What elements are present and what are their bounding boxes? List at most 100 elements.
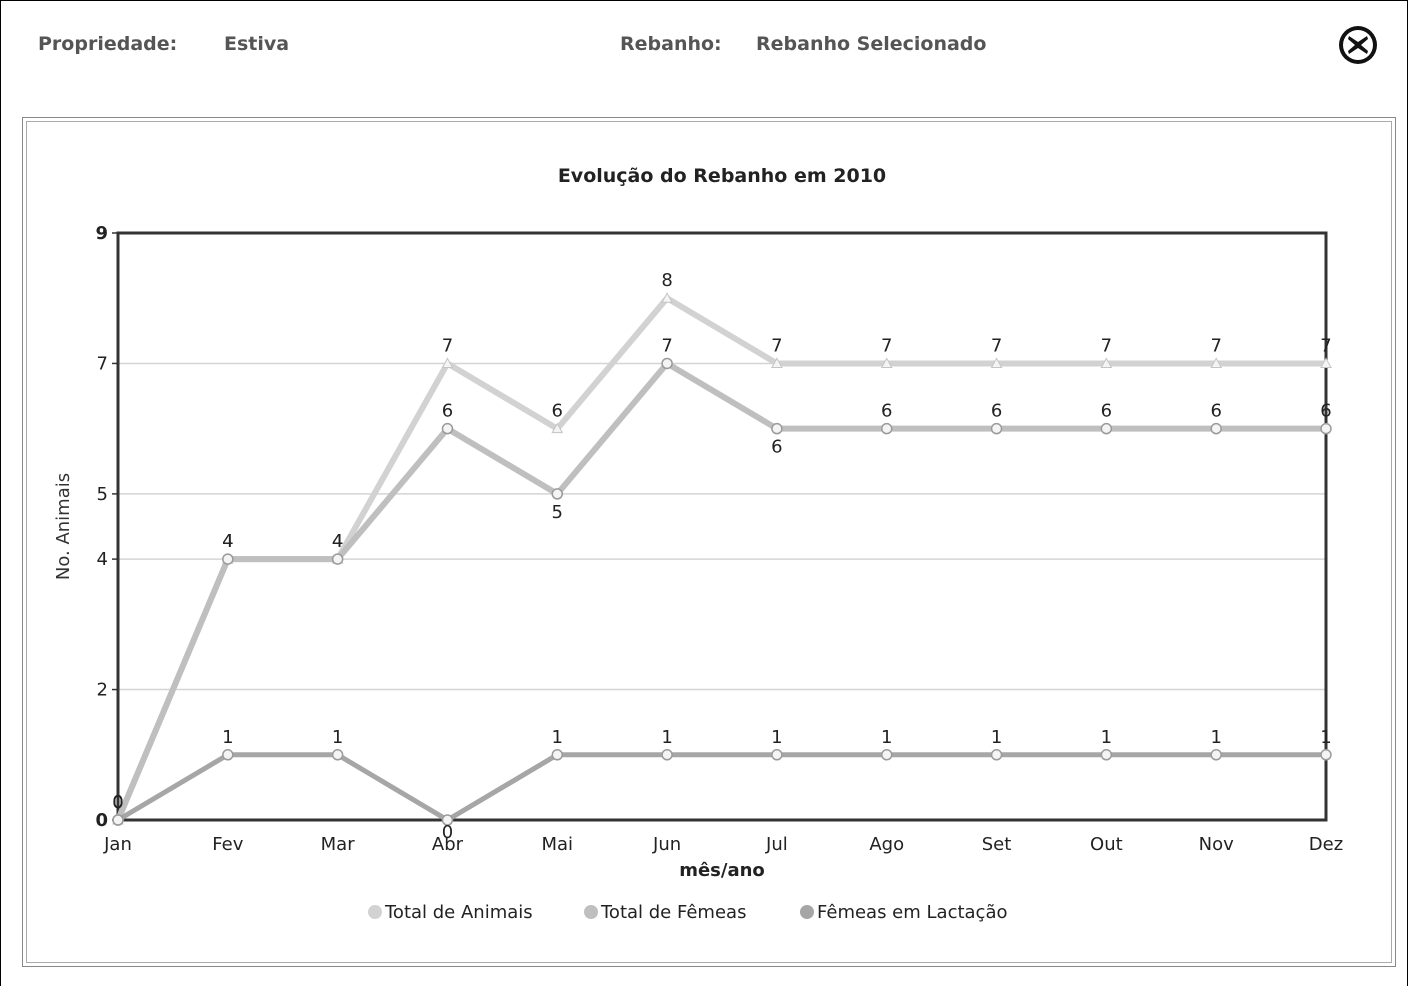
data-label: 7 — [1101, 335, 1112, 356]
data-label: 7 — [1320, 335, 1331, 356]
data-point — [1100, 357, 1113, 368]
data-label: 7 — [442, 335, 453, 356]
data-point — [441, 814, 454, 826]
data-point — [1320, 422, 1332, 435]
data-label: 6 — [442, 401, 453, 422]
data-point — [880, 357, 893, 368]
legend-label: Total de Animais — [384, 902, 533, 923]
data-label: 0 — [112, 792, 123, 813]
data-point — [771, 422, 783, 435]
data-label: 1 — [771, 727, 782, 748]
data-label: 7 — [1210, 335, 1221, 356]
x-tick-label: Fev — [212, 834, 243, 855]
data-point — [1320, 357, 1332, 368]
x-axis-label: mês/ano — [679, 860, 765, 881]
data-point — [661, 749, 673, 761]
chart-title: Evolução do Rebanho em 2010 — [558, 165, 886, 187]
data-label: 6 — [1320, 401, 1331, 422]
data-label: 1 — [332, 727, 343, 748]
data-label: 4 — [332, 531, 343, 552]
data-point — [990, 749, 1003, 761]
data-label: 4 — [222, 531, 233, 552]
propriedade-label: Propriedade: — [38, 33, 178, 55]
chart-panel: Evolução do Rebanho em 2010 0 2 4 5 7 9 Jan Fev M… — [22, 117, 1396, 967]
data-point — [1210, 749, 1222, 761]
data-label: 6 — [1210, 401, 1221, 422]
data-point — [990, 357, 1003, 368]
data-point — [661, 357, 673, 370]
data-point — [880, 749, 893, 761]
x-tick-label: Jul — [765, 834, 788, 855]
data-point — [1100, 422, 1113, 435]
data-point — [441, 422, 454, 435]
data-point — [441, 357, 454, 368]
x-tick-label: Dez — [1309, 834, 1343, 855]
data-label: 0 — [442, 822, 453, 843]
rebanho-label: Rebanho: — [620, 33, 722, 55]
x-tick-label: Nov — [1199, 834, 1234, 855]
data-label: 7 — [771, 335, 782, 356]
close-button[interactable] — [1334, 23, 1382, 67]
series-line — [115, 360, 1326, 822]
data-point — [551, 749, 564, 761]
plot-area — [116, 231, 1328, 822]
data-label: 1 — [661, 727, 672, 748]
data-label: 5 — [552, 502, 563, 523]
data-label: 0 — [112, 792, 123, 813]
y-tick-label: 7 — [97, 353, 108, 374]
x-tick-label: Jan — [103, 834, 132, 855]
data-point — [222, 553, 234, 565]
x-tick-label: Jun — [652, 834, 681, 855]
data-label: 6 — [991, 401, 1002, 422]
data-label: 6 — [771, 437, 782, 458]
data-point — [112, 814, 124, 826]
data-label: 1 — [1320, 727, 1331, 748]
data-point — [331, 553, 344, 565]
close-icon — [1339, 26, 1377, 64]
propriedade-value: Estiva — [224, 33, 290, 55]
y-tick-label: 4 — [97, 549, 108, 570]
data-label: 8 — [661, 270, 672, 291]
y-tick-label: 9 — [95, 223, 108, 244]
data-point — [331, 749, 344, 761]
legend-marker — [584, 905, 598, 919]
rebanho-value: Rebanho Selecionado — [756, 33, 987, 55]
data-label: 6 — [552, 401, 563, 422]
data-label: 7 — [991, 335, 1002, 356]
data-point — [771, 357, 783, 368]
data-label: 7 — [661, 335, 672, 356]
legend-label: Total de Fêmeas — [600, 902, 746, 923]
y-tick-label: 0 — [95, 810, 108, 831]
x-tick-label: Out — [1090, 834, 1123, 855]
data-label: 0 — [112, 792, 123, 813]
y-axis-label: No. Animais — [53, 473, 74, 580]
data-point — [551, 422, 564, 434]
x-tick-label: Abr — [432, 834, 464, 855]
data-point — [661, 292, 673, 303]
data-label: 6 — [1101, 401, 1112, 422]
data-point — [1210, 422, 1222, 435]
data-point — [1100, 749, 1113, 761]
header: Propriedade: Estiva Rebanho: Rebanho Sel… — [0, 0, 1408, 90]
legend-marker — [368, 905, 382, 919]
data-label: 1 — [1101, 727, 1112, 748]
data-point — [222, 749, 234, 761]
data-point — [551, 488, 564, 500]
x-tick-label: Mar — [321, 834, 356, 855]
series-line — [116, 752, 1326, 823]
data-label: 1 — [1210, 727, 1221, 748]
data-label: 4 — [332, 531, 343, 552]
data-point — [1210, 357, 1223, 368]
data-label: 1 — [881, 727, 892, 748]
data-point — [1320, 749, 1332, 761]
y-tick-label: 2 — [97, 680, 108, 701]
x-tick-label: Mai — [541, 834, 573, 855]
legend-label: Fêmeas em Lactação — [817, 902, 1008, 923]
x-tick-label: Set — [982, 834, 1012, 855]
legend-marker — [800, 905, 814, 919]
data-label: 1 — [552, 727, 563, 748]
chart: Evolução do Rebanho em 2010 0 2 4 5 7 9 Jan Fev M… — [53, 165, 1343, 923]
data-point — [880, 422, 893, 435]
data-label: 1 — [991, 727, 1002, 748]
data-label: 6 — [881, 401, 892, 422]
